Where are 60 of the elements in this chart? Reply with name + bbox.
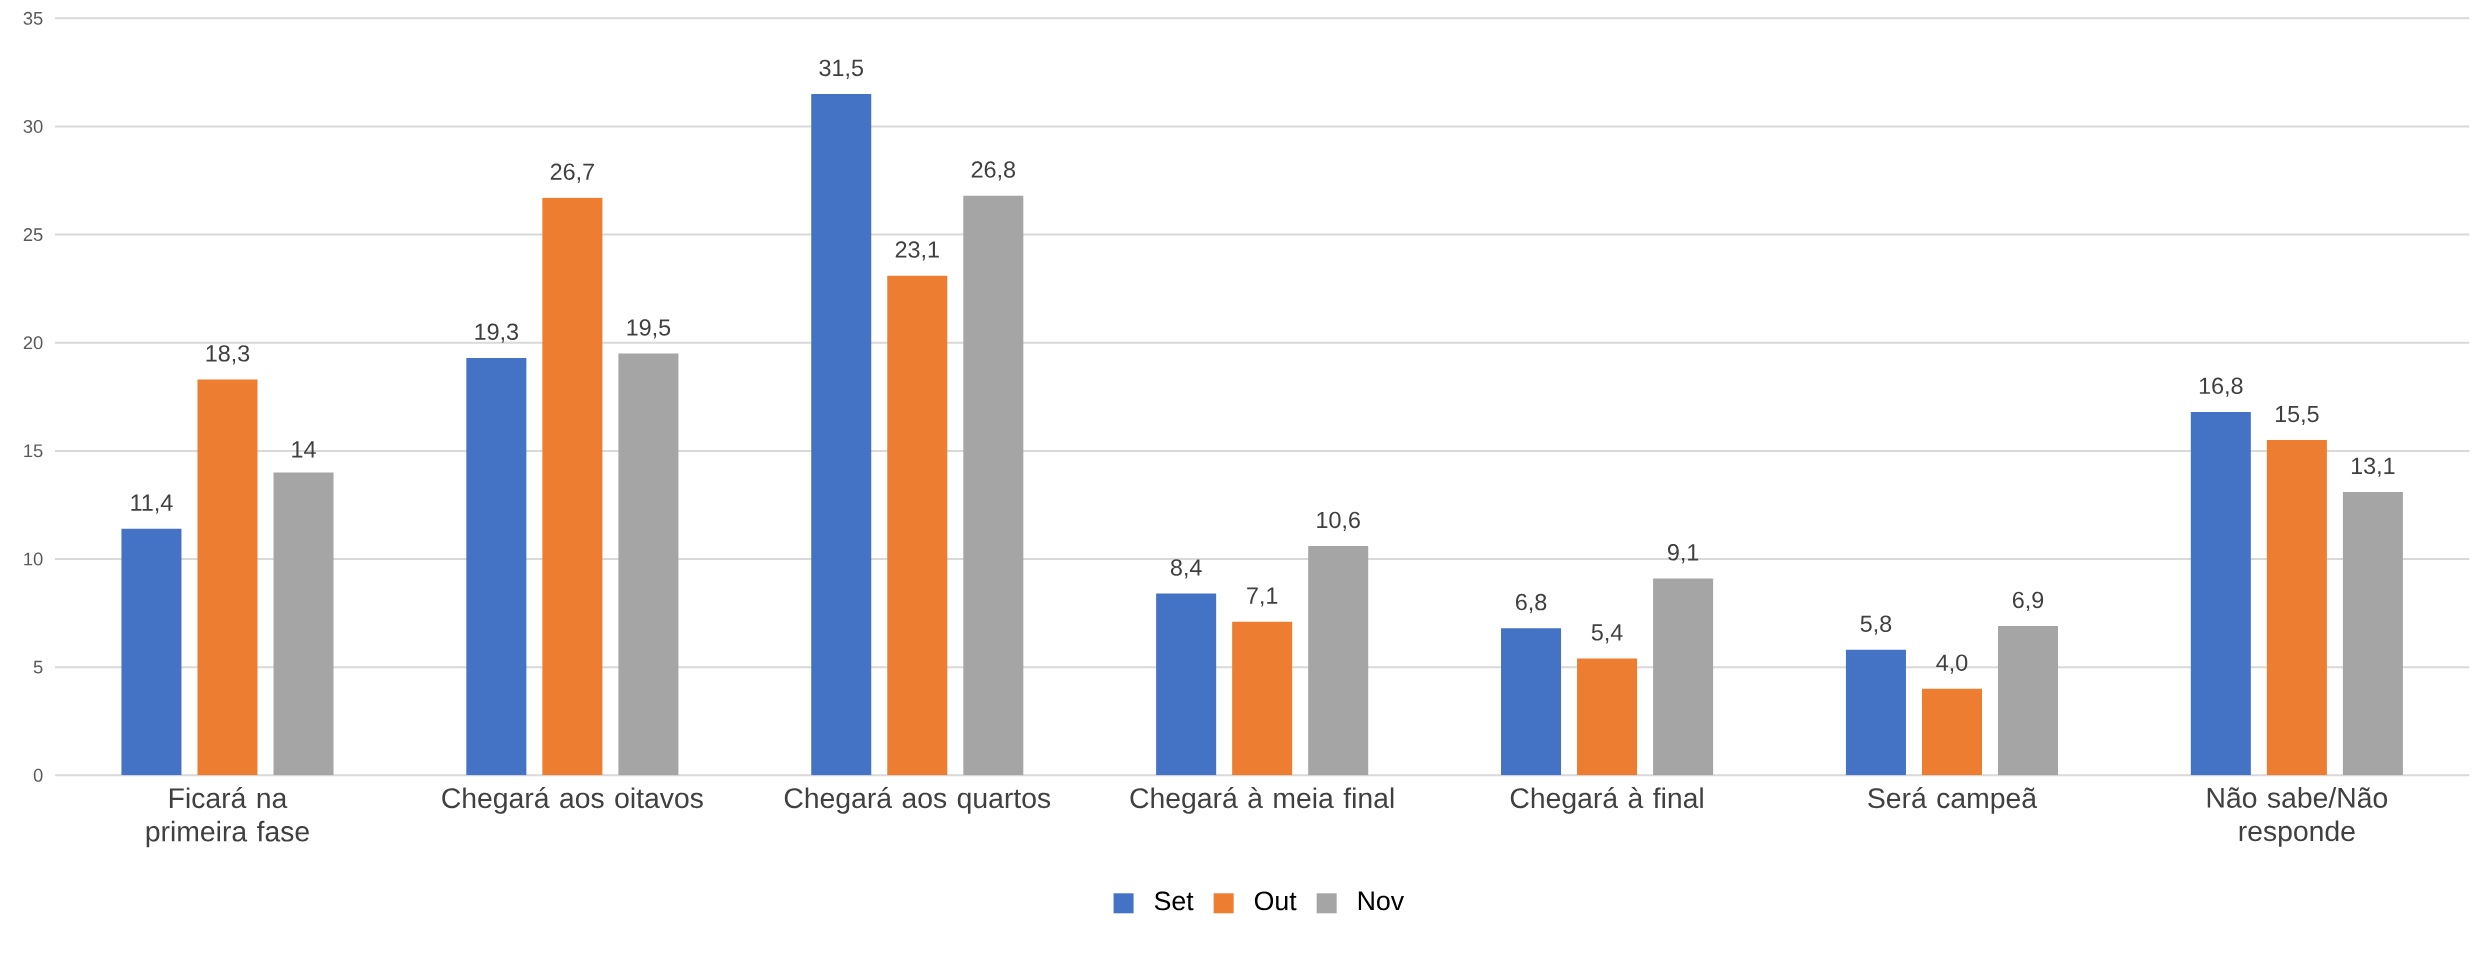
bar xyxy=(1308,546,1369,776)
x-tick-label: Chegará à meia final xyxy=(1130,787,1394,814)
bar xyxy=(1577,658,1638,776)
bar xyxy=(887,275,948,776)
legend-label: Nov xyxy=(1358,891,1404,911)
bar xyxy=(466,358,527,776)
bar xyxy=(1997,626,2059,776)
y-tick-label: 35 xyxy=(23,11,43,25)
data-label: 19,3 xyxy=(475,323,518,343)
bar xyxy=(273,472,334,776)
data-label: 14 xyxy=(292,441,316,458)
bar xyxy=(1156,593,1217,776)
data-label: 19,5 xyxy=(627,319,671,339)
bar xyxy=(197,379,258,776)
x-tick-label: Chegará aos oitavos xyxy=(442,787,703,814)
bar xyxy=(2266,440,2327,776)
x-tick-label: Ficará na primeira fase xyxy=(146,787,309,848)
data-label: 26,7 xyxy=(550,163,594,183)
y-tick-label: 25 xyxy=(23,228,43,242)
data-label: 13,1 xyxy=(2351,457,2395,477)
data-label: 10,6 xyxy=(1317,511,1360,532)
data-label: 4,0 xyxy=(1936,654,1968,674)
data-label: 15,5 xyxy=(2275,406,2319,426)
legend-label: Set xyxy=(1154,891,1194,911)
x-tick-label: Será campeã xyxy=(1868,787,2037,814)
y-tick-label: 30 xyxy=(23,120,43,134)
legend-label: Out xyxy=(1254,891,1297,911)
bar xyxy=(2342,492,2403,776)
bar xyxy=(1653,578,1714,776)
bar xyxy=(1232,621,1293,776)
bar xyxy=(1501,628,1562,776)
data-label: 6,9 xyxy=(2012,591,2044,612)
bar xyxy=(121,528,182,776)
data-label: 5,8 xyxy=(1860,615,1892,635)
bar xyxy=(963,195,1024,776)
bar xyxy=(811,94,872,776)
y-tick-label: 10 xyxy=(24,552,43,566)
y-tick-label: 15 xyxy=(24,444,43,458)
data-label: 23,1 xyxy=(895,241,939,261)
data-label: 6,8 xyxy=(1516,594,1547,614)
data-label: 5,4 xyxy=(1591,624,1623,644)
data-label: 11,4 xyxy=(131,494,173,514)
bar xyxy=(542,197,603,776)
bar xyxy=(618,353,679,776)
bar xyxy=(1845,650,1906,776)
data-label: 7,1 xyxy=(1247,587,1278,607)
data-label: 9,1 xyxy=(1667,544,1699,564)
data-label: 16,8 xyxy=(2199,377,2243,397)
bar xyxy=(2190,412,2251,776)
y-tick-label: 5 xyxy=(33,660,43,674)
data-label: 31,5 xyxy=(819,59,863,80)
x-tick-label: Chegará aos quartos xyxy=(784,787,1051,814)
y-tick-label: 0 xyxy=(33,768,43,782)
data-label: 26,8 xyxy=(971,161,1016,181)
data-label: 8,4 xyxy=(1170,559,1202,579)
x-tick-label: Chegará à final xyxy=(1510,787,1703,814)
bar xyxy=(1921,688,1982,776)
data-label: 18,3 xyxy=(206,345,250,365)
y-tick-label: 20 xyxy=(23,336,43,350)
x-tick-label: Não sabe/Não responde xyxy=(2207,787,2388,847)
